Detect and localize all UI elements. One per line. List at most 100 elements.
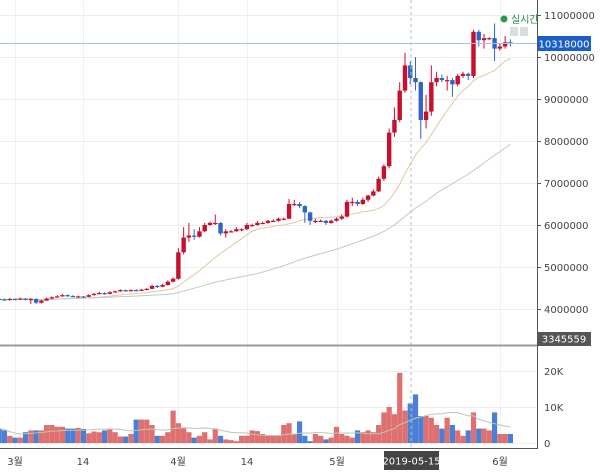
volume-bar: [312, 434, 318, 443]
date-tick-label: 4월: [170, 456, 186, 468]
candle-body: [155, 285, 160, 288]
volume-bar: [460, 435, 466, 443]
candle-body: [334, 218, 339, 221]
volume-bar: [123, 436, 129, 443]
candle: [213, 214, 218, 225]
candle-body: [107, 292, 113, 294]
volume-bar: [302, 435, 308, 443]
volume-bar: [91, 431, 97, 443]
ma-short-line: [0, 58, 511, 301]
volume-bar: [407, 403, 413, 443]
candle: [455, 73, 460, 87]
candle-body: [344, 201, 350, 217]
volume-bar: [307, 441, 313, 443]
candle-body: [202, 225, 207, 232]
candle-body: [481, 38, 487, 41]
candle-body: [65, 295, 70, 297]
date-axis: 3월 14 4월 14 5월 6월: [7, 456, 508, 468]
volume-bar: [228, 440, 234, 443]
candle-body: [76, 296, 81, 298]
volume-bar: [449, 425, 456, 443]
candle: [365, 194, 371, 202]
candle: [149, 284, 155, 290]
candle: [7, 298, 12, 301]
candle: [123, 289, 128, 292]
candle: [112, 290, 118, 293]
candle-body: [244, 225, 250, 230]
candle: [139, 288, 144, 291]
candle: [297, 201, 302, 209]
volume-bar: [291, 434, 297, 443]
candle: [497, 43, 503, 51]
candle-body: [165, 281, 171, 286]
candle: [439, 74, 445, 83]
candle: [355, 199, 360, 207]
volume-bar: [497, 434, 503, 443]
volume-bar: [233, 441, 239, 443]
candle-body: [397, 90, 402, 120]
candle-body: [339, 216, 344, 219]
ma-long-line: [0, 143, 511, 301]
candle-body: [350, 201, 355, 204]
date-tick-label: 5월: [329, 456, 345, 468]
volume-bar: [133, 419, 139, 443]
candle: [186, 222, 192, 242]
pause-icon[interactable]: [510, 27, 528, 36]
candle-body: [91, 293, 97, 296]
volume-bar: [328, 437, 334, 443]
volume-bar: [128, 434, 134, 443]
candle-body: [7, 298, 12, 301]
candle-body: [186, 235, 192, 238]
candle: [12, 298, 18, 301]
candle-body: [181, 237, 186, 253]
candle-body: [97, 293, 102, 295]
volume-axis: 20K 10K 0: [544, 367, 564, 450]
candle: [292, 199, 297, 207]
candle: [107, 291, 113, 295]
volume-bar: [265, 435, 271, 443]
candle: [118, 289, 123, 292]
candle-body: [23, 298, 28, 300]
candle: [276, 217, 281, 222]
candle-body: [249, 225, 255, 227]
candle: [418, 81, 423, 139]
candle-body: [323, 220, 329, 223]
candle-body: [176, 252, 181, 279]
crosshair-date-badge: 2019-05-15: [382, 451, 441, 470]
volume-bar: [470, 412, 477, 443]
candle: [49, 296, 55, 300]
candle: [481, 33, 487, 49]
live-indicator[interactable]: 실시간: [500, 14, 539, 26]
candle-body: [508, 42, 513, 44]
candle: [471, 29, 476, 78]
candle-body: [402, 65, 408, 91]
candle-body: [302, 206, 308, 213]
volume-bar: [381, 412, 387, 443]
volume-bar: [249, 430, 255, 443]
candle: [444, 75, 450, 91]
volume-bar: [223, 439, 229, 443]
volume-bar: [86, 433, 92, 443]
date-tick-label: 14: [77, 457, 90, 468]
volume-bar: [428, 417, 434, 443]
volume-bar: [260, 434, 266, 443]
candle-body: [329, 220, 334, 223]
candle-body: [408, 65, 413, 78]
candle-body: [207, 222, 213, 225]
candle-body: [218, 222, 223, 234]
candle: [76, 295, 81, 298]
candle-body: [33, 298, 39, 303]
volume-bar: [212, 428, 218, 443]
volume-bar: [44, 425, 50, 443]
candle: [2, 298, 7, 301]
volume-ma-line: [0, 411, 511, 437]
candle-body: [487, 38, 492, 40]
candle-body: [376, 178, 381, 192]
volume-bar: [96, 432, 102, 443]
candle: [329, 219, 334, 224]
candle: [160, 283, 165, 288]
price-tick-label: 6000000: [544, 221, 589, 232]
candle-body: [502, 42, 508, 47]
candle-body: [49, 297, 55, 299]
